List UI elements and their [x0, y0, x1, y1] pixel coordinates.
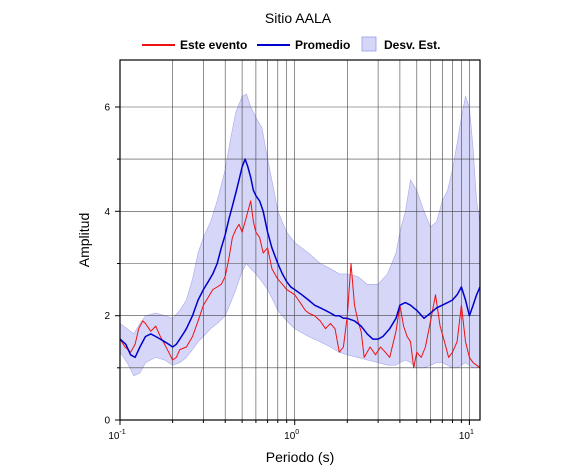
grid-lines — [120, 60, 480, 420]
x-tick-label: 10-1 — [108, 429, 125, 442]
plot-area — [119, 59, 481, 421]
chart-title: Sitio AALA — [265, 10, 332, 26]
legend-label-std: Desv. Est. — [384, 38, 440, 52]
std-band — [119, 93, 481, 377]
series-line-event — [119, 200, 481, 369]
y-tick-label: 6 — [104, 103, 110, 114]
y-tick-label: 4 — [104, 207, 110, 218]
legend-swatch-std — [361, 36, 377, 52]
legend-label-mean: Promedio — [295, 38, 350, 52]
plot-frame — [119, 59, 481, 421]
x-axis-label: Periodo (s) — [266, 449, 334, 465]
axis-ticks: 0 2 4 6 10-1 100 101 — [104, 103, 474, 443]
y-tick-label: 0 — [104, 416, 110, 427]
legend-label-event: Este evento — [180, 38, 247, 52]
legend: Este evento Promedio Desv. Est. — [142, 36, 440, 52]
x-tick-label: 101 — [459, 429, 474, 442]
y-axis-label: Amplitud — [76, 213, 92, 267]
y-tick-label: 2 — [104, 311, 110, 322]
x-tick-label: 100 — [284, 429, 299, 442]
series-line-mean — [119, 158, 481, 359]
